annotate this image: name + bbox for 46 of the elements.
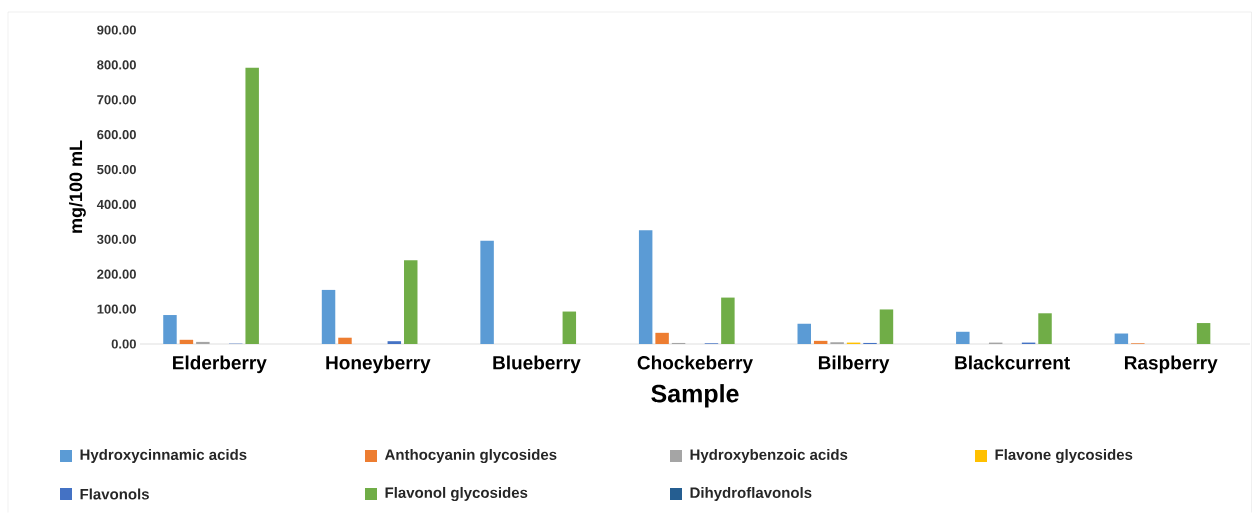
legend-label: Flavonols [80, 488, 149, 500]
bar [163, 315, 177, 344]
bar [655, 332, 669, 344]
x-axis-title: Sample [651, 384, 739, 408]
legend-label: Flavonol glycosides [385, 486, 528, 502]
x-tick-label: Honeyberry [326, 355, 431, 374]
legend-label: Dihydroflavonols [690, 486, 812, 501]
x-tick-label: Blackcurrent [955, 355, 1070, 370]
y-tick-label: 700.00 [97, 95, 136, 105]
y-tick-label: 800.00 [97, 60, 136, 70]
bar [797, 323, 811, 344]
bar [1196, 323, 1211, 344]
y-tick-label: 300.00 [97, 234, 136, 244]
bar [956, 331, 970, 344]
bar [721, 297, 735, 344]
legend-label: Flavone glycosides [995, 448, 1133, 464]
bar [480, 240, 494, 344]
y-tick-label: 0.00 [111, 339, 136, 349]
bar [196, 341, 210, 344]
bar [404, 260, 418, 344]
bar [1038, 313, 1052, 344]
bar [338, 337, 352, 344]
legend-label: Hydroxybenzoic acids [690, 448, 848, 463]
bar [387, 341, 402, 344]
bar [321, 289, 336, 344]
legend-label: Anthocyanin glycosides [384, 448, 557, 464]
bar [638, 230, 653, 344]
y-tick-label: 900.00 [97, 25, 136, 35]
bar [245, 67, 259, 344]
legend-label: Hydroxycinnamic acids [80, 448, 247, 463]
bar [562, 311, 577, 344]
bar [879, 309, 894, 344]
bar [813, 340, 828, 344]
x-tick-label: Bilberry [818, 355, 890, 374]
bar [1114, 333, 1129, 344]
y-tick-label: 600.00 [97, 130, 136, 140]
y-tick-label: 100.00 [97, 304, 136, 314]
x-tick-label: Blueberry [493, 355, 581, 374]
y-tick-label: 500.00 [97, 164, 136, 175]
y-axis-title: mg/100 mL [68, 140, 86, 233]
y-tick-label: 400.00 [96, 199, 136, 210]
x-tick-label: Chockeberry [637, 355, 753, 374]
y-tick-label: 200.00 [97, 269, 136, 279]
bar [179, 339, 194, 344]
x-tick-label: Raspberry [1124, 355, 1218, 374]
x-tick-label: Elderberry [173, 355, 267, 374]
